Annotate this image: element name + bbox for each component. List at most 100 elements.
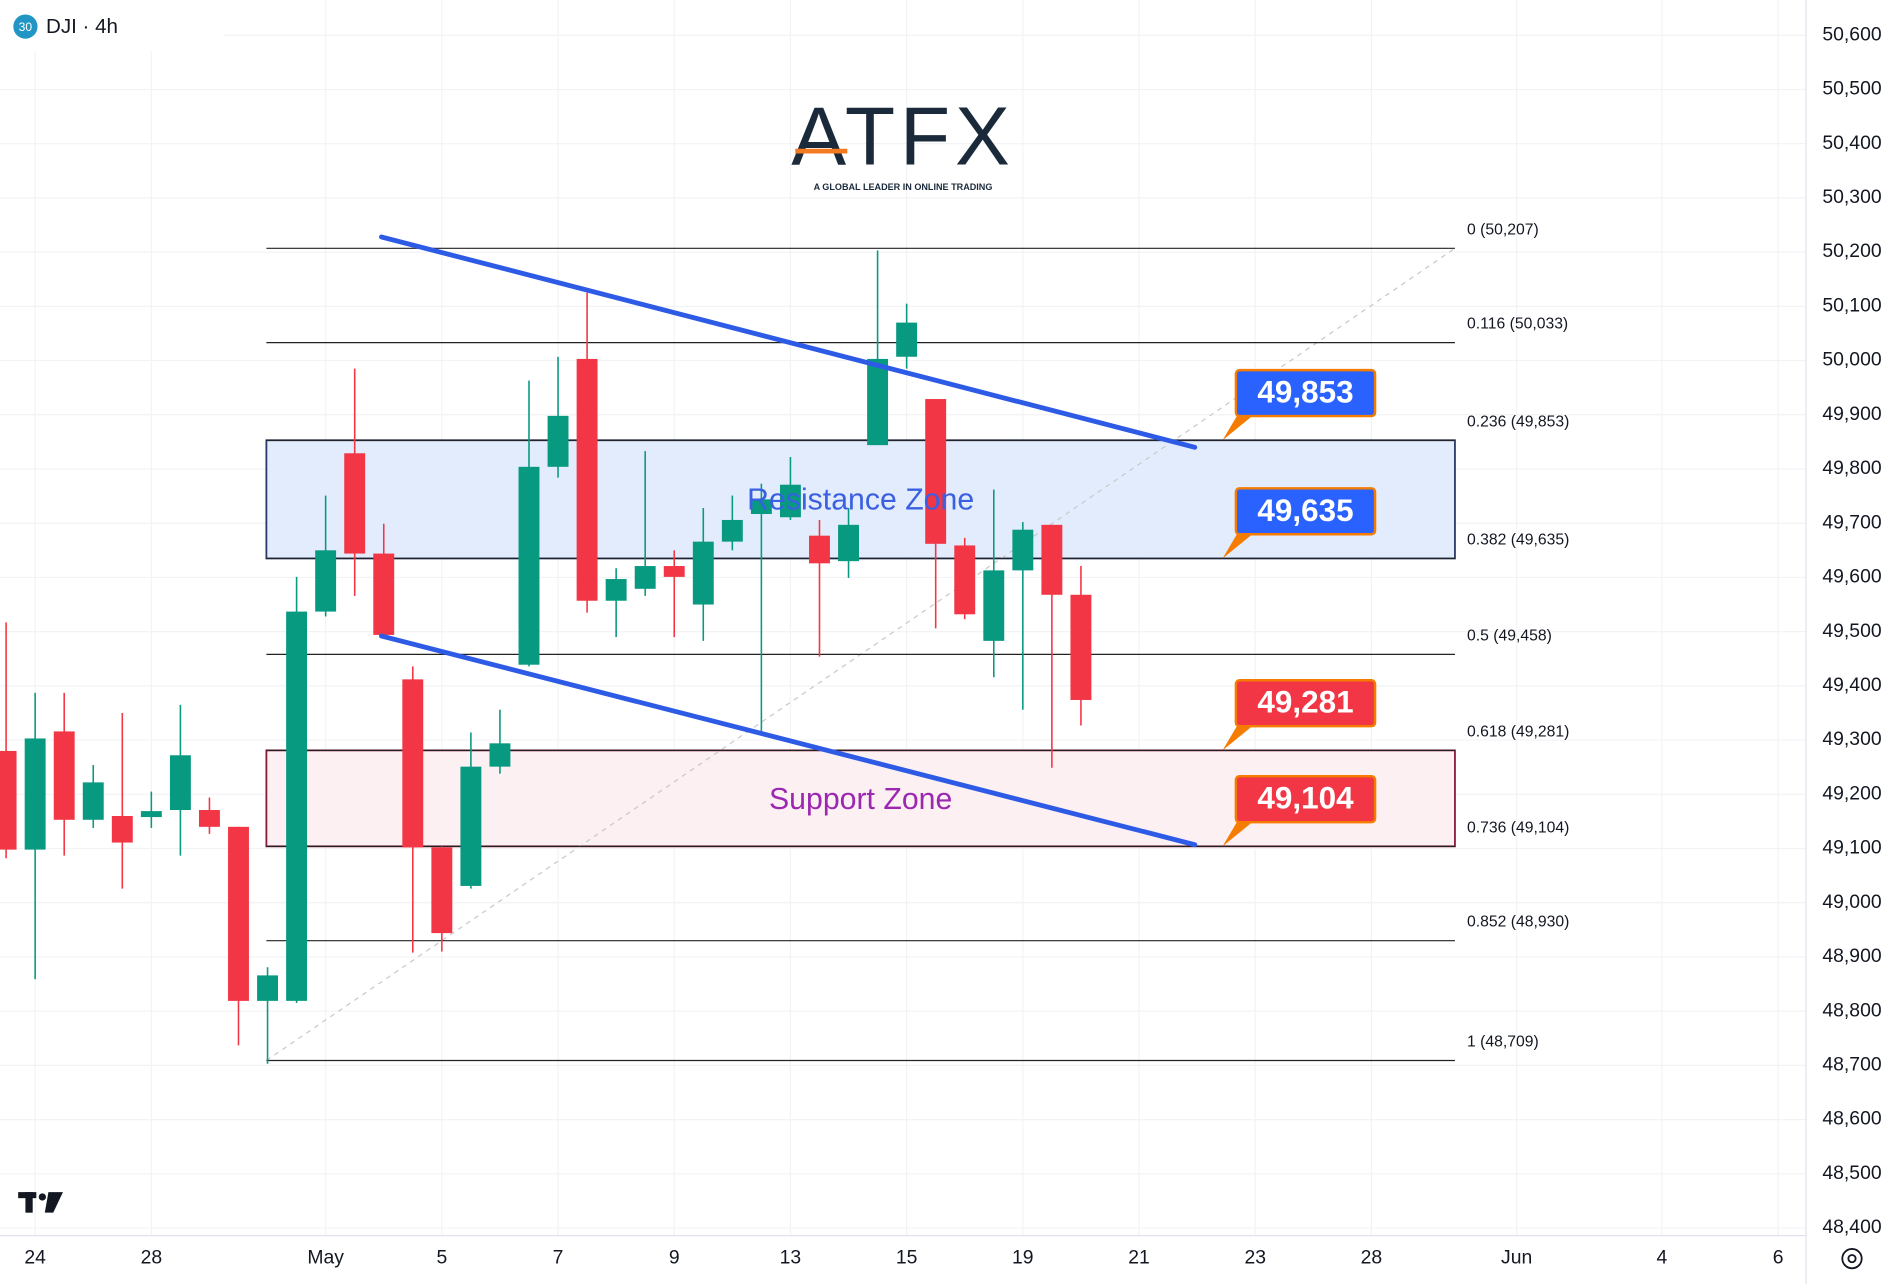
y-tick-label: 49,500 bbox=[1822, 620, 1881, 642]
candle-body bbox=[721, 519, 743, 542]
y-tick-label: 48,500 bbox=[1822, 1162, 1881, 1184]
y-tick-label: 50,600 bbox=[1822, 23, 1881, 45]
x-tick-label: May bbox=[307, 1247, 344, 1269]
y-tick-label: 50,300 bbox=[1822, 186, 1881, 208]
x-tick-label: 4 bbox=[1657, 1247, 1668, 1269]
x-tick-label: Jun bbox=[1501, 1247, 1532, 1269]
candle-body bbox=[315, 550, 337, 612]
y-tick-label: 49,400 bbox=[1822, 674, 1881, 696]
y-tick-label: 50,400 bbox=[1822, 132, 1881, 154]
candle-body bbox=[111, 815, 133, 843]
x-tick-label: 5 bbox=[436, 1247, 447, 1269]
fib-label: 0.236 (49,853) bbox=[1467, 413, 1569, 430]
y-tick-label: 49,800 bbox=[1822, 457, 1881, 479]
fib-label: 0.382 (49,635) bbox=[1467, 531, 1569, 548]
fib-label: 0.618 (49,281) bbox=[1467, 723, 1569, 740]
axes: 50,600 50,500 50,400 50,300 50,200 50,100 50,0… bbox=[24, 23, 1881, 1268]
candle-body bbox=[402, 679, 424, 848]
y-tick-label: 48,800 bbox=[1822, 999, 1881, 1021]
fib-label: 0.736 (49,104) bbox=[1467, 819, 1569, 836]
y-tick-label: 48,900 bbox=[1822, 945, 1881, 967]
candle-body bbox=[460, 766, 482, 886]
symbol: DJI · 4h bbox=[46, 15, 118, 38]
y-tick-label: 50,200 bbox=[1822, 240, 1881, 262]
y-tick-label: 48,400 bbox=[1822, 1216, 1881, 1238]
y-tick-label: 48,700 bbox=[1822, 1054, 1881, 1076]
x-tick-label: 7 bbox=[553, 1247, 564, 1269]
y-tick-label: 50,000 bbox=[1822, 349, 1881, 371]
candle-body bbox=[547, 415, 569, 467]
candle-body bbox=[344, 453, 366, 554]
candle-body bbox=[431, 847, 453, 934]
candle-body bbox=[1070, 594, 1092, 700]
fib-label: 1 (48,709) bbox=[1467, 1034, 1539, 1051]
zone-label: Support Zone bbox=[769, 783, 952, 816]
x-tick-label: 24 bbox=[24, 1247, 46, 1269]
candle-body bbox=[257, 975, 279, 1001]
x-tick-label: 28 bbox=[141, 1247, 163, 1269]
x-tick-label: 13 bbox=[780, 1247, 802, 1269]
candle-body bbox=[373, 553, 395, 635]
tv-logo bbox=[18, 1192, 63, 1213]
y-tick-label: 49,300 bbox=[1822, 728, 1881, 750]
price-label-box bbox=[1234, 368, 1377, 418]
candle-body bbox=[925, 399, 947, 544]
price-label-box bbox=[1234, 487, 1377, 536]
candle-body bbox=[692, 541, 714, 605]
price-label-text: 49,635 bbox=[1257, 493, 1353, 528]
candle-body bbox=[634, 566, 656, 589]
y-tick-label: 48,600 bbox=[1822, 1108, 1881, 1130]
price-label-box bbox=[1234, 775, 1377, 824]
price-label-text: 49,104 bbox=[1257, 781, 1354, 816]
price-label-text: 49,281 bbox=[1257, 685, 1353, 720]
y-tick-label: 49,600 bbox=[1822, 566, 1881, 588]
candle-body bbox=[867, 358, 889, 446]
candle-body bbox=[169, 755, 191, 811]
candle-body bbox=[24, 738, 46, 850]
fib-label: 0 (50,207) bbox=[1467, 221, 1539, 238]
y-tick-label: 49,000 bbox=[1822, 891, 1881, 913]
settings-icon[interactable] bbox=[1841, 1248, 1863, 1270]
price-label-text: 49,853 bbox=[1257, 375, 1353, 410]
symbol-badge bbox=[13, 14, 38, 39]
candle-body bbox=[286, 611, 308, 1001]
y-tick-label: 49,100 bbox=[1822, 837, 1881, 859]
y-tick-label: 50,500 bbox=[1822, 78, 1881, 100]
candle-body bbox=[605, 579, 627, 601]
candle-body bbox=[838, 524, 859, 562]
x-tick-label: 23 bbox=[1244, 1247, 1266, 1269]
trendline bbox=[378, 234, 1198, 450]
fib-label: 0.5 (49,458) bbox=[1467, 627, 1552, 644]
badge-text: 30 bbox=[19, 20, 33, 34]
x-tick-label: 28 bbox=[1361, 1247, 1383, 1269]
candle-body bbox=[809, 535, 830, 564]
x-tick-label: 19 bbox=[1012, 1247, 1034, 1269]
candle-body bbox=[489, 743, 511, 767]
candle-body bbox=[53, 731, 75, 820]
candle-body bbox=[750, 499, 772, 514]
candle-body bbox=[1041, 524, 1063, 595]
x-tick-label: 21 bbox=[1128, 1247, 1150, 1269]
candle-body bbox=[896, 322, 918, 357]
y-tick-label: 50,100 bbox=[1822, 294, 1881, 316]
candle-body bbox=[1012, 529, 1034, 571]
candle-body bbox=[140, 811, 162, 818]
zone-label: Resistance Zone bbox=[747, 484, 974, 517]
candle-body bbox=[779, 484, 801, 518]
logo-tagline: A GLOBAL LEADER IN ONLINE TRADING bbox=[814, 182, 993, 192]
candle-body bbox=[954, 545, 976, 615]
candle-body bbox=[0, 750, 17, 850]
candle-body bbox=[576, 358, 598, 601]
candle-body bbox=[518, 466, 540, 665]
candle-body bbox=[983, 570, 1005, 641]
price-label-box bbox=[1234, 679, 1377, 728]
candle-body bbox=[228, 826, 249, 1001]
candle-body bbox=[663, 566, 685, 577]
y-tick-label: 49,200 bbox=[1822, 782, 1881, 804]
x-tick-label: 15 bbox=[896, 1247, 918, 1269]
trendline bbox=[378, 633, 1198, 848]
fib-label: 0.116 (50,033) bbox=[1467, 316, 1568, 333]
